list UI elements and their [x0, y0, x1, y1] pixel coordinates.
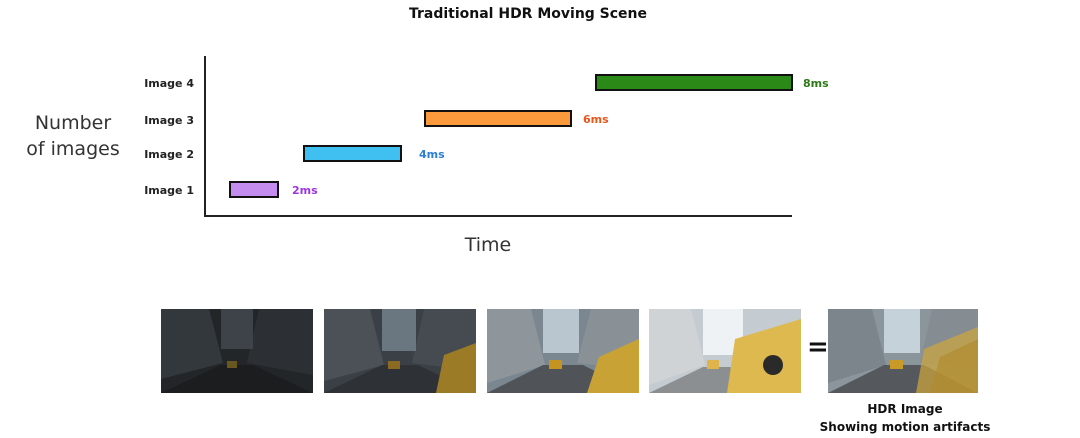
frame-image-1-darkest	[161, 309, 313, 393]
y-axis-label-line1: Number	[34, 112, 112, 134]
bar-image-4	[595, 74, 793, 91]
row-label-image-3: Image 3	[144, 114, 194, 127]
frame-image-2-dark	[324, 309, 476, 393]
x-axis-label: Time	[464, 234, 512, 256]
row-label-image-4: Image 4	[144, 77, 194, 90]
hdr-result-image	[828, 309, 978, 393]
equals-sign: =	[807, 332, 829, 362]
bar-image-3	[424, 110, 572, 127]
duration-label-image-1: 2ms	[292, 184, 318, 197]
y-axis-line	[204, 56, 206, 217]
row-label-image-2: Image 2	[144, 148, 194, 161]
y-axis-label-line2: of images	[26, 138, 120, 160]
bar-image-2	[303, 145, 402, 162]
duration-label-image-4: 8ms	[803, 77, 829, 90]
duration-label-image-3: 6ms	[583, 113, 609, 126]
hdr-result-caption-line1: HDR Image	[867, 402, 943, 416]
diagram-title: Traditional HDR Moving Scene	[408, 6, 648, 22]
frame-image-3-medium	[487, 309, 639, 393]
frame-image-4-bright	[649, 309, 801, 393]
duration-label-image-2: 4ms	[419, 148, 445, 161]
y-axis-label: Number of images	[14, 110, 132, 162]
bar-image-1	[229, 181, 279, 198]
x-axis-line	[204, 215, 792, 217]
hdr-result-caption-line2: Showing motion artifacts	[819, 420, 991, 434]
hdr-result-caption: HDR Image Showing motion artifacts	[800, 400, 1010, 436]
row-label-image-1: Image 1	[144, 184, 194, 197]
